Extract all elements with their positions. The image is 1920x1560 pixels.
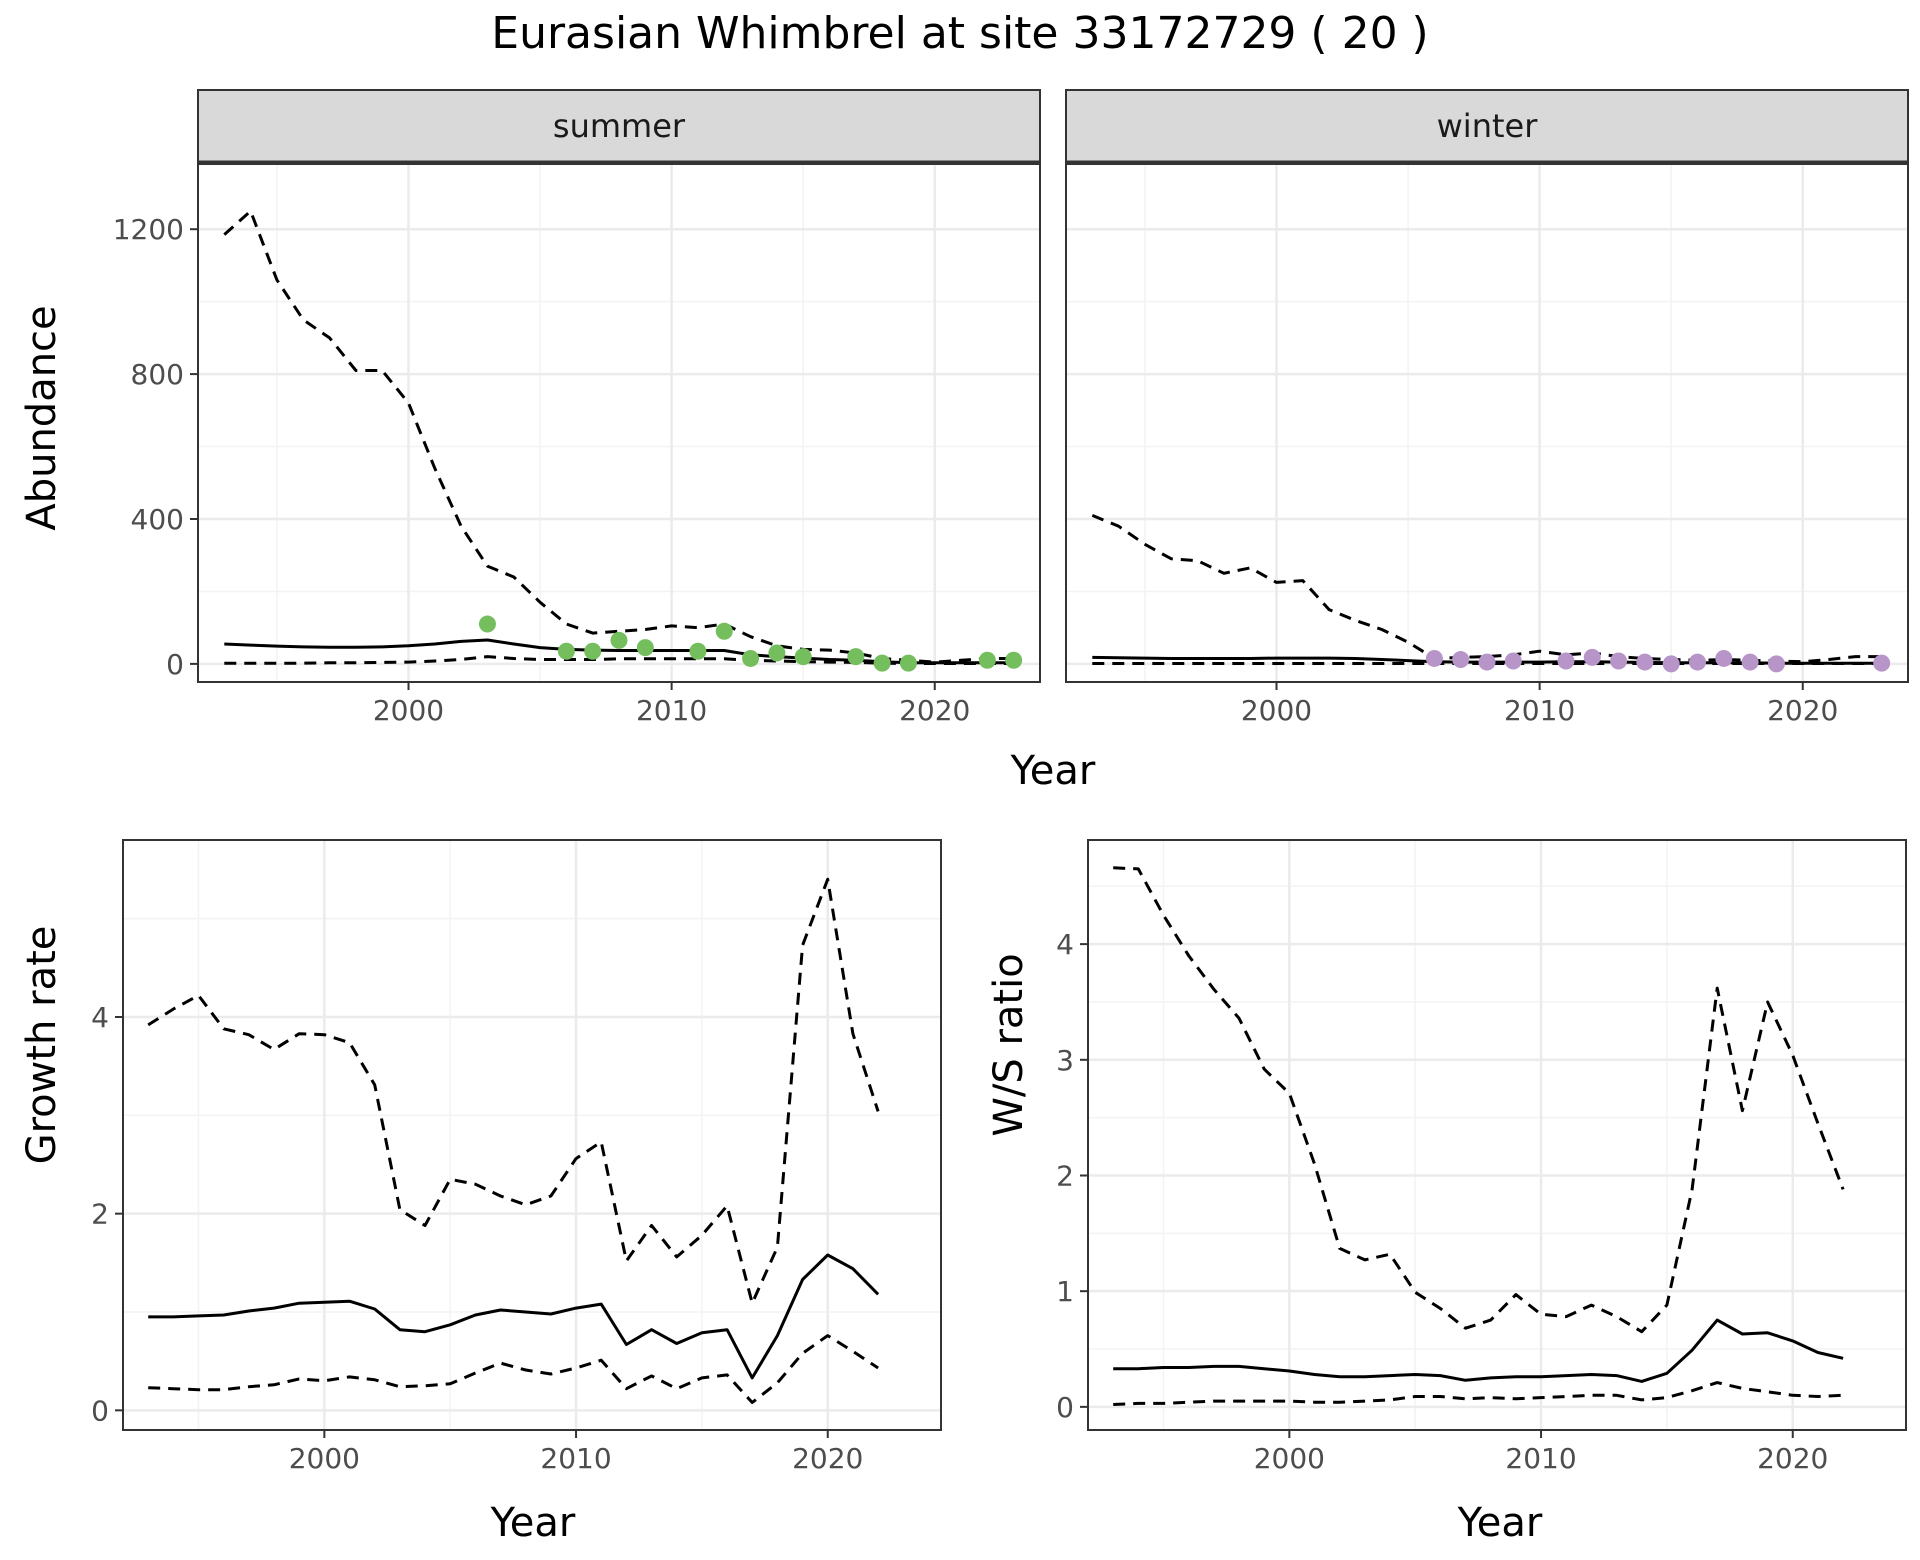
y-axis-title-growth: Growth rate <box>19 926 65 1165</box>
data-point <box>742 649 760 667</box>
x-tick-label: 2000 <box>289 1442 360 1475</box>
data-point <box>873 654 891 672</box>
data-point <box>1557 652 1575 670</box>
y-tick-label: 800 <box>131 358 184 391</box>
data-point <box>1425 649 1443 667</box>
x-tick-label: 2000 <box>1241 694 1312 727</box>
y-tick-label: 4 <box>1056 928 1074 961</box>
x-axis-title-ratio: Year <box>1457 1500 1543 1546</box>
x-tick-label: 2020 <box>792 1442 863 1475</box>
x-tick-label: 2010 <box>540 1442 611 1475</box>
data-point <box>1873 654 1891 672</box>
dashed-line-1 <box>147 877 880 1305</box>
panel-border <box>1087 839 1907 1431</box>
x-tick-label: 2010 <box>1505 1442 1576 1475</box>
data-point <box>610 631 628 649</box>
y-tick-label: 1 <box>1056 1275 1074 1308</box>
panel-border <box>1065 163 1909 683</box>
x-axis-title-growth: Year <box>490 1500 576 1546</box>
plot-area-winter: 2000 2010 2020 <box>1065 163 1909 727</box>
data-point <box>768 644 786 662</box>
x-tick-label: 2010 <box>636 694 707 727</box>
x-tick-label: 2000 <box>373 694 444 727</box>
panel-border <box>122 839 942 1431</box>
data-point <box>1715 649 1733 667</box>
solid-line-0 <box>148 1253 880 1380</box>
panel-growth-rate: 2000 2010 2020 0 2 4 <box>91 839 942 1475</box>
data-point <box>1741 653 1759 671</box>
data-point <box>847 648 865 666</box>
dashed-line-1 <box>1113 866 1845 1334</box>
panel-border <box>197 163 1041 683</box>
data-point <box>1583 648 1601 666</box>
data-point <box>1636 653 1654 671</box>
plot-area-ratio: 2000 2010 2020 0 1 2 3 4 <box>1056 839 1907 1475</box>
y-tick-label: 1200 <box>113 213 184 246</box>
data-point <box>636 639 654 657</box>
dashed-line-2 <box>1113 1381 1844 1406</box>
x-tick-label: 2010 <box>1504 694 1575 727</box>
panel-winter: winter 2000 2010 2020 <box>1065 89 1909 727</box>
chart-title: Eurasian Whimbrel at site 33172729 ( 20 … <box>491 8 1428 59</box>
panel-ws-ratio: 2000 2010 2020 0 1 2 3 4 <box>1056 839 1907 1475</box>
y-tick-label: 0 <box>1056 1391 1074 1424</box>
data-point <box>1005 651 1023 669</box>
y-tick-label: 4 <box>91 1001 109 1034</box>
x-tick-label: 2000 <box>1254 1442 1325 1475</box>
data-point <box>478 615 496 633</box>
dashed-line-1 <box>223 209 1014 664</box>
x-tick-label: 2020 <box>1767 694 1838 727</box>
y-axis-title-ratio: W/S ratio <box>986 953 1032 1136</box>
data-point <box>1767 655 1785 673</box>
y-tick-label: 0 <box>91 1394 109 1427</box>
plot-area-growth: 2000 2010 2020 0 2 4 <box>91 839 942 1475</box>
solid-line-0 <box>1113 1318 1844 1383</box>
data-point <box>978 651 996 669</box>
data-point <box>715 622 733 640</box>
y-tick-label: 2 <box>1056 1159 1074 1192</box>
data-point <box>1504 652 1522 670</box>
data-point <box>794 648 812 666</box>
data-point <box>1478 653 1496 671</box>
x-tick-label: 2020 <box>899 694 970 727</box>
strip-label-winter: winter <box>1437 107 1539 145</box>
data-point <box>584 642 602 660</box>
dashed-line-2 <box>224 655 1014 665</box>
plot-area-summer: 2000 2010 2020 0 400 800 1200 <box>113 163 1041 727</box>
data-point <box>1452 651 1470 669</box>
y-tick-label: 2 <box>91 1198 109 1231</box>
dashed-line-1 <box>1091 514 1882 664</box>
data-point <box>1662 655 1680 673</box>
data-point <box>557 642 575 660</box>
strip-background <box>197 89 1041 163</box>
x-tick-label: 2020 <box>1757 1442 1828 1475</box>
panel-summer: summer 2000 2010 2020 0 400 800 1200 <box>113 89 1041 727</box>
y-axis-title-abundance: Abundance <box>19 305 65 530</box>
y-tick-label: 0 <box>166 648 184 681</box>
data-point <box>899 654 917 672</box>
y-tick-label: 3 <box>1056 1044 1074 1077</box>
y-tick-label: 400 <box>131 503 184 536</box>
data-point <box>1689 653 1706 671</box>
dashed-line-2 <box>148 1334 879 1404</box>
data-point <box>689 642 707 660</box>
data-point <box>1610 652 1628 670</box>
strip-label-summer: summer <box>553 107 686 145</box>
x-axis-title-top: Year <box>1010 748 1096 794</box>
